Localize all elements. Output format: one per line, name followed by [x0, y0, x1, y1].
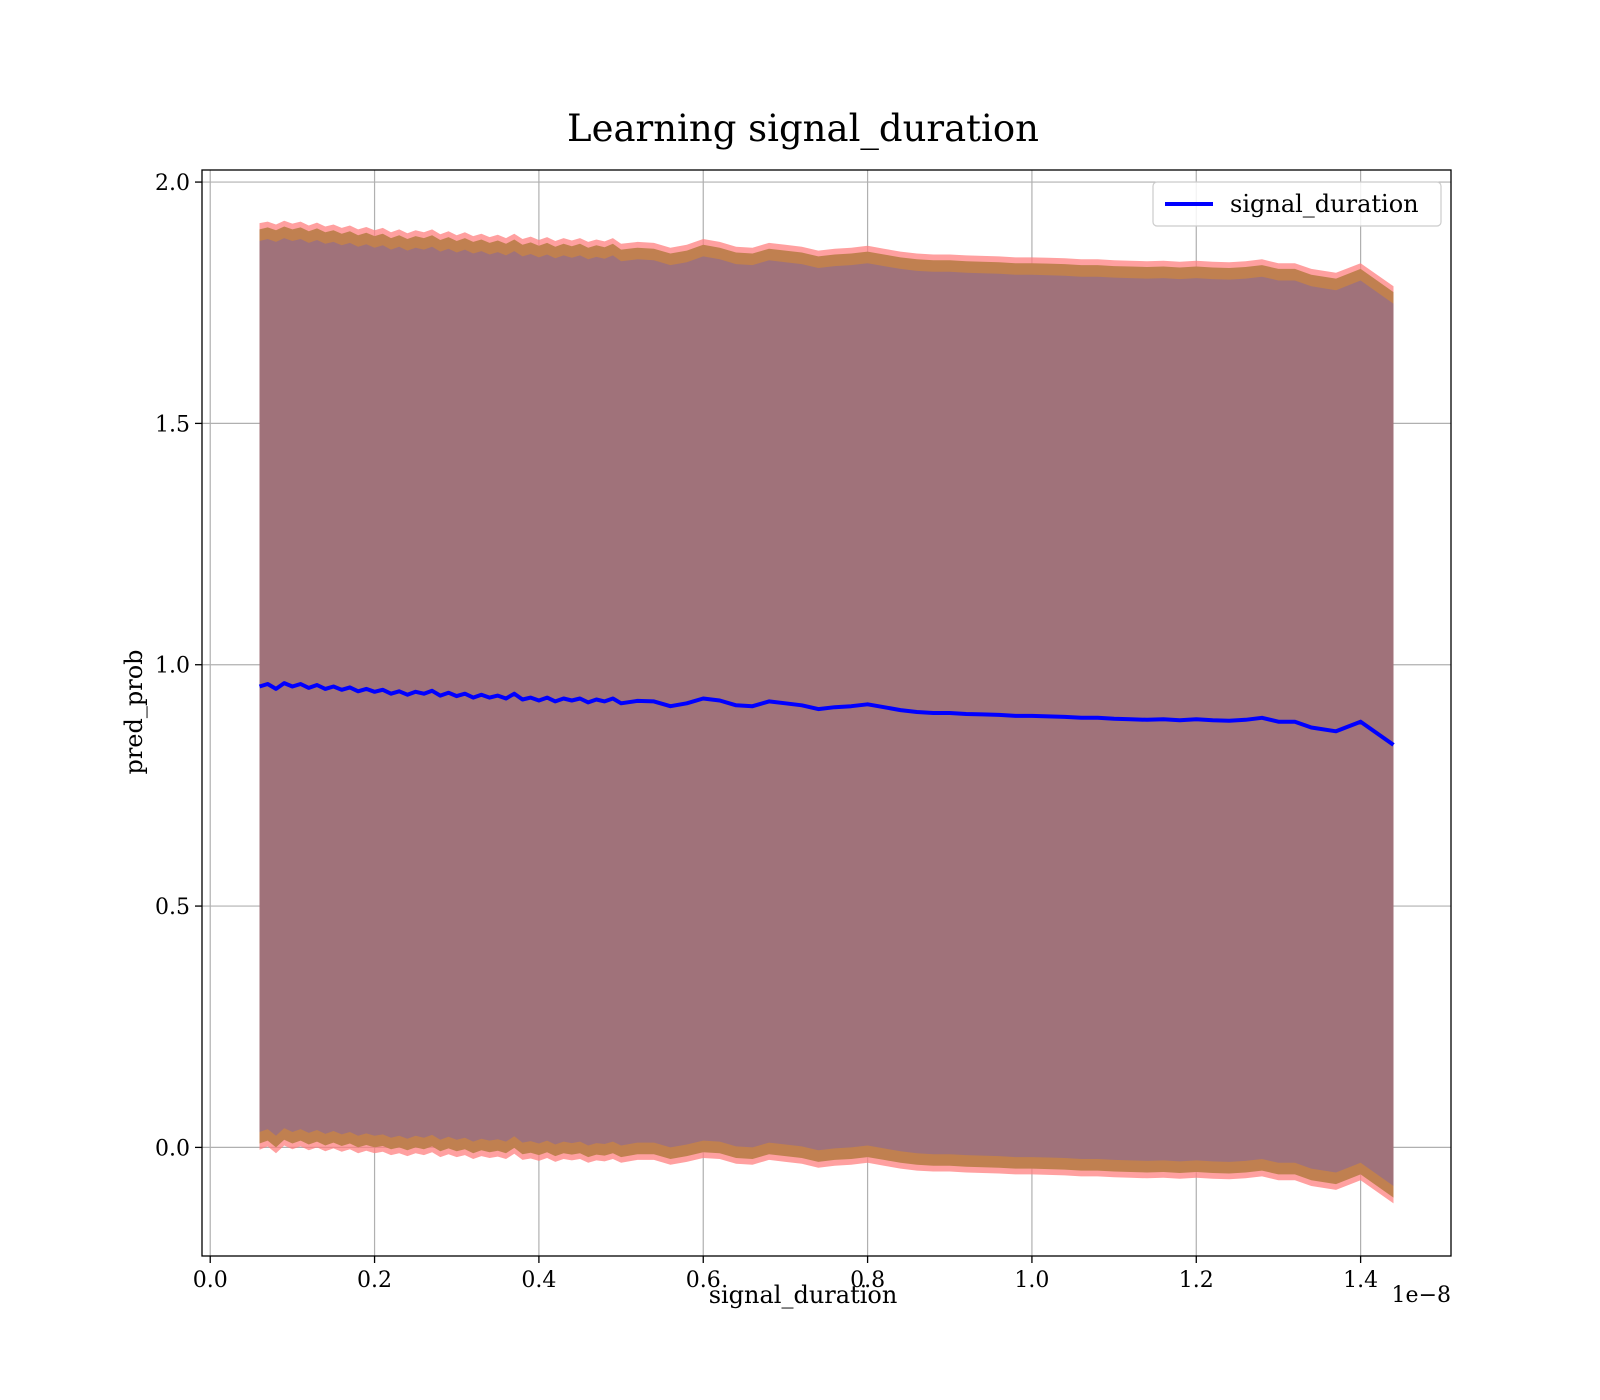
y-tick-label: 0.0	[155, 1136, 190, 1161]
legend: signal_duration	[1152, 181, 1442, 227]
series-group	[258, 220, 1395, 1204]
x-tick-label: 0.4	[521, 1268, 556, 1293]
x-tick-label: 0.6	[686, 1268, 721, 1293]
y-tick-label: 1.5	[155, 412, 190, 437]
y-tick-label: 0.5	[155, 895, 190, 920]
x-offset-label: 1e−8	[1392, 1283, 1451, 1308]
x-tick-label: 0.0	[193, 1268, 228, 1293]
legend-label-signal-duration: signal_duration	[1230, 190, 1419, 218]
x-tick-label: 1.2	[1179, 1268, 1214, 1293]
x-tick-label: 1.4	[1343, 1268, 1378, 1293]
chart-title: Learning signal_duration	[567, 107, 1039, 151]
plot-area: 0.0 0.2 0.4 0.6 0.8 1.0 1.2 1.4 0.0 0.5 1.0 1.5 2.0 s…	[155, 169, 1452, 1293]
x-tick-label: 0.2	[357, 1268, 392, 1293]
y-axis-label: pred_prob	[120, 649, 148, 774]
legend-box	[1152, 181, 1442, 227]
x-tick-label: 1.0	[1014, 1268, 1049, 1293]
x-axis-label: signal_duration	[709, 1281, 898, 1309]
confidence-band-inner	[259, 238, 1394, 1187]
axes-frame	[201, 169, 1452, 1257]
x-tick-label: 0.8	[850, 1268, 885, 1293]
y-tick-label: 2.0	[155, 171, 190, 196]
series-line-signal-duration	[258, 681, 1395, 747]
y-tick-label: 1.0	[155, 654, 190, 679]
